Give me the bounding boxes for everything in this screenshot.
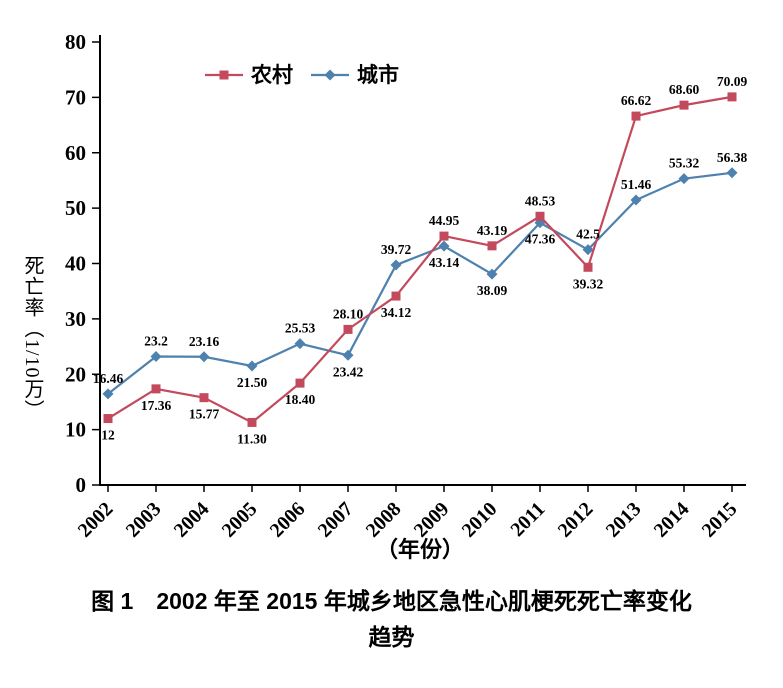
y-axis-ticks: 0 10 20 30 40 50 60 70 80 — [65, 30, 100, 497]
data-label: 39.72 — [381, 242, 412, 257]
data-labels: 12 17.36 15.77 11.30 18.40 28.10 34.12 44.95 43.… — [93, 74, 748, 447]
x-tick-label: 2004 — [170, 498, 214, 542]
data-label: 23.42 — [333, 364, 364, 379]
data-label: 70.09 — [717, 74, 748, 89]
data-label: 23.2 — [144, 334, 168, 349]
x-tick-label: 2005 — [218, 498, 262, 542]
data-label: 66.62 — [621, 93, 652, 108]
data-label: 38.09 — [477, 283, 508, 298]
data-label: 51.46 — [621, 177, 652, 192]
y-tick-label: 40 — [65, 252, 86, 276]
data-label: 11.30 — [237, 431, 267, 446]
data-label: 16.46 — [93, 371, 124, 386]
data-label: 68.60 — [669, 82, 700, 97]
legend-item-rural: 农村 — [205, 63, 293, 87]
data-label: 25.53 — [285, 321, 316, 336]
data-label: 48.53 — [525, 193, 556, 208]
x-tick-label: 2011 — [506, 498, 549, 541]
x-tick-label: 2013 — [602, 498, 646, 542]
y-tick-label: 10 — [65, 418, 86, 442]
caption-line-2: 趋势 — [368, 623, 415, 650]
data-label: 18.40 — [285, 392, 316, 407]
x-tick-label: 2009 — [410, 498, 454, 542]
y-tick-label: 80 — [65, 30, 86, 54]
x-tick-label: 2008 — [362, 498, 406, 542]
x-tick-label: 2003 — [122, 498, 166, 542]
x-tick-label: 2010 — [458, 498, 502, 542]
data-label: 12 — [101, 428, 115, 443]
figure-caption: 图 1 2002 年至 2015 年城乡地区急性心肌梗死死亡率变化 趋势 — [0, 584, 783, 655]
y-axis-title: 死亡率（1/10万） — [21, 255, 43, 421]
data-label: 17.36 — [141, 398, 172, 413]
data-label: 44.95 — [429, 213, 460, 228]
y-tick-label: 60 — [65, 141, 86, 165]
axes — [99, 35, 746, 486]
legend-label: 城市 — [357, 63, 399, 87]
y-tick-label: 70 — [65, 85, 86, 109]
data-label: 15.77 — [189, 407, 220, 422]
y-tick-label: 20 — [65, 362, 86, 386]
x-axis-title: （年份） — [376, 537, 464, 562]
x-tick-label: 2014 — [650, 498, 694, 542]
data-label: 34.12 — [381, 305, 412, 320]
y-tick-label: 50 — [65, 196, 86, 220]
legend: 农村 城市 — [205, 63, 399, 87]
x-axis-ticks: 2002 2003 2004 2005 2006 2007 2008 2009 2010 2011… — [74, 485, 742, 542]
legend-item-urban: 城市 — [311, 63, 399, 87]
caption-line-1: 图 1 2002 年至 2015 年城乡地区急性心肌梗死死亡率变化 — [91, 588, 692, 614]
y-tick-label: 0 — [76, 473, 87, 497]
legend-label: 农村 — [250, 63, 293, 87]
data-label: 56.38 — [717, 150, 748, 165]
data-label: 55.32 — [669, 156, 700, 171]
x-tick-label: 2007 — [314, 498, 358, 542]
x-tick-label: 2012 — [554, 498, 598, 542]
x-tick-label: 2002 — [74, 498, 118, 542]
x-tick-label: 2015 — [698, 498, 742, 542]
x-tick-label: 2006 — [266, 498, 310, 542]
y-tick-label: 30 — [65, 307, 86, 331]
series-urban — [102, 167, 738, 400]
data-label: 21.50 — [237, 375, 268, 390]
series-rural — [103, 92, 737, 427]
data-label: 47.36 — [525, 232, 556, 247]
data-label: 23.16 — [189, 334, 220, 349]
data-label: 39.32 — [573, 276, 604, 291]
data-label: 42.5 — [576, 227, 600, 242]
chart-area: 0 10 20 30 40 50 60 70 80 2002 2003 2004 2005 2006 200… — [21, 30, 748, 562]
data-label: 43.14 — [429, 255, 460, 270]
data-label: 28.10 — [333, 306, 364, 321]
data-label: 43.19 — [477, 223, 508, 238]
